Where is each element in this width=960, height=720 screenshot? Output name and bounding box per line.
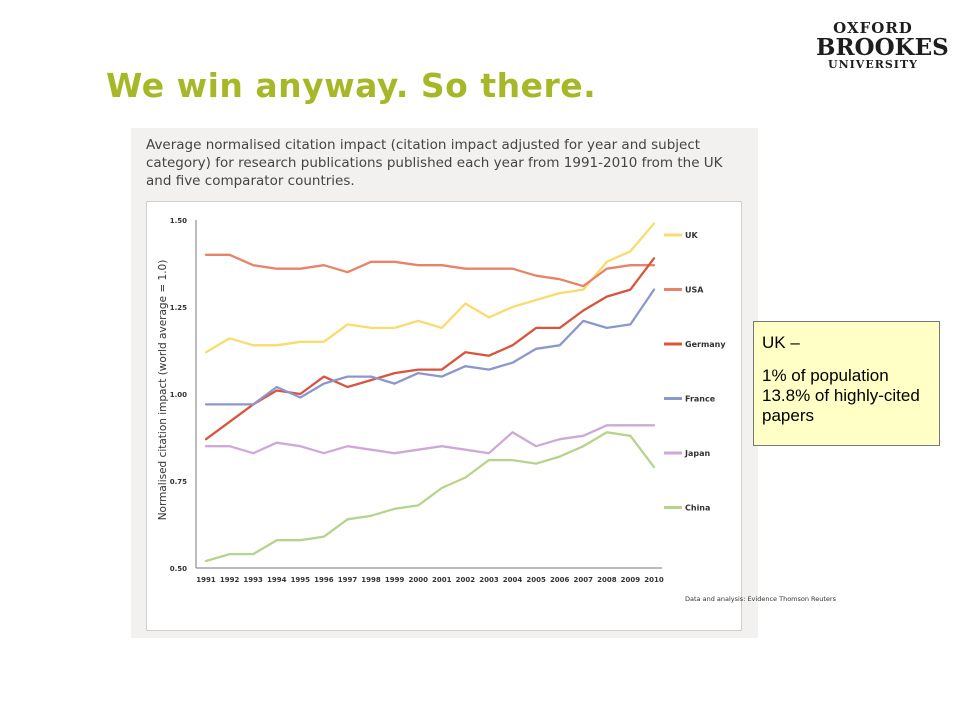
chart-legend: UK USA Germany France Japan China: [664, 231, 726, 513]
x-tick-label-1994: 1994: [267, 576, 287, 584]
series-line-china: [204, 431, 656, 563]
series-lines: [204, 222, 656, 563]
series-line-uk: [204, 222, 656, 354]
series-line-germany: [204, 257, 656, 441]
x-tick-label-1992: 1992: [220, 576, 240, 584]
y-tick-labels: 1.50 1.25 1.00 0.75 0.50: [170, 217, 187, 573]
y-axis-label: Normalised citation impact (world averag…: [157, 260, 169, 521]
x-tick-label-1996: 1996: [314, 576, 334, 584]
x-tick-label-1995: 1995: [291, 576, 311, 584]
x-tick-label-1997: 1997: [338, 576, 358, 584]
source-note: Data and analysis: Evidence Thomson Reut…: [685, 595, 837, 603]
logo-line-2: BROOKES: [816, 34, 949, 61]
x-tick-label-2010: 2010: [644, 576, 664, 584]
y-tick-label-1-00: 1.00: [170, 391, 187, 399]
y-tick-label-1-50: 1.50: [170, 217, 187, 225]
y-tick-label-1-25: 1.25: [170, 304, 187, 312]
legend-label-france: France: [685, 395, 716, 404]
legend-label-uk: UK: [685, 231, 698, 240]
slide-title: We win anyway. So there.: [106, 66, 597, 105]
chart-title: Average normalised citation impact (cita…: [146, 137, 723, 189]
x-tick-label-2006: 2006: [550, 576, 570, 584]
legend-label-china: China: [685, 504, 710, 513]
x-tick-label-2003: 2003: [479, 576, 499, 584]
series-line-france: [204, 288, 656, 406]
x-tick-label-1999: 1999: [385, 576, 405, 584]
x-tick-label-2005: 2005: [526, 576, 546, 584]
x-tick-label-1998: 1998: [361, 576, 381, 584]
x-tick-label-2008: 2008: [597, 576, 617, 584]
x-tick-label-2000: 2000: [408, 576, 428, 584]
x-tick-labels: 1991 1992 1993 1994 1995 1996 1997 1998 1999 2000…: [196, 576, 664, 584]
callout-heading: UK –: [762, 333, 800, 352]
callout-text: 1% of population 13.8% of highly-cited p…: [762, 366, 920, 425]
legend-label-germany: Germany: [685, 340, 726, 349]
series-line-japan: [204, 424, 656, 455]
x-tick-label-2004: 2004: [503, 576, 523, 584]
logo-line-3: UNIVERSITY: [828, 58, 918, 71]
callout-box: UK – 1% of population 13.8% of highly-ci…: [753, 321, 940, 446]
x-tick-label-2009: 2009: [621, 576, 641, 584]
legend-label-japan: Japan: [684, 449, 711, 458]
series-line-usa: [204, 253, 656, 288]
x-tick-label-1991: 1991: [196, 576, 216, 584]
y-tick-label-0-75: 0.75: [170, 478, 187, 486]
x-tick-label-2002: 2002: [456, 576, 476, 584]
legend-label-usa: USA: [685, 286, 704, 295]
y-tick-label-0-50: 0.50: [170, 565, 187, 573]
logo-line-1: OXFORD: [833, 19, 913, 37]
university-logo: OXFORD BROOKES UNIVERSITY: [816, 19, 949, 71]
x-tick-label-2001: 2001: [432, 576, 452, 584]
x-tick-label-1993: 1993: [243, 576, 263, 584]
x-tick-label-2007: 2007: [574, 576, 594, 584]
